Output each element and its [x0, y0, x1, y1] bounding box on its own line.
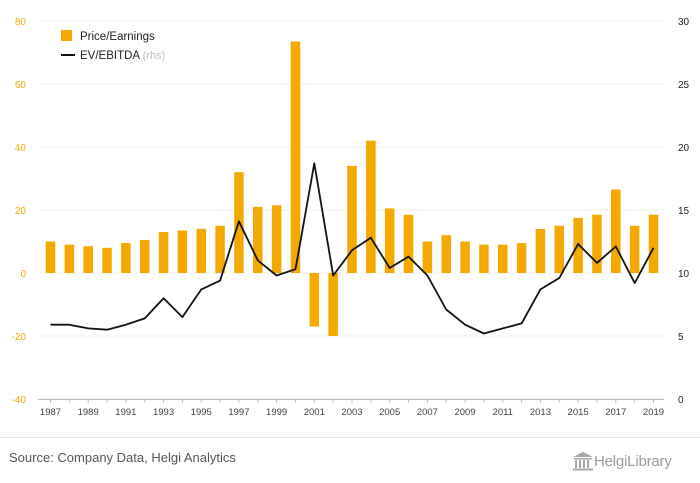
- pe-bar: [271, 205, 282, 273]
- legend: Price/Earnings EV/EBITDA (rhs): [61, 30, 165, 62]
- pe-bar: [139, 239, 150, 273]
- pe-bar: [121, 243, 131, 273]
- x-tick-label: 2009: [454, 407, 475, 418]
- helgi-library-logo: HelgiLibrary: [572, 450, 672, 472]
- pe-bar: [158, 232, 169, 273]
- right-tick-label: 25: [678, 80, 690, 91]
- x-tick-label: 1993: [153, 407, 174, 418]
- left-tick-label: 60: [15, 80, 27, 91]
- legend-pe-label: Price/Earnings: [80, 31, 155, 43]
- x-axis-ticks: 1987 1989 1991 1993 1995 1997 1999 2001 2003 2005…: [40, 399, 664, 418]
- pe-bar: [498, 244, 508, 273]
- legend-ev-note: (rhs): [143, 50, 166, 62]
- right-tick-label: 30: [678, 17, 690, 28]
- x-tick-label: 1995: [191, 407, 212, 418]
- x-tick-label: 2005: [379, 407, 400, 418]
- pe-bar: [629, 225, 640, 273]
- pe-bar: [648, 214, 659, 273]
- x-tick-label: 2019: [643, 407, 664, 418]
- pe-bar: [403, 214, 414, 273]
- chart: 1987 1989 1991 1993 1995 1997 1999 2001 2003 2005…: [12, 17, 690, 418]
- right-tick-label: 10: [678, 269, 690, 280]
- ev-ebitda-line: [50, 162, 655, 335]
- legend-ev-name: EV/EBITDA: [80, 50, 140, 62]
- left-tick-label: -20: [12, 332, 27, 343]
- left-tick-label: 80: [15, 17, 27, 28]
- left-tick-label: -40: [12, 395, 27, 406]
- pe-bar: [83, 246, 93, 273]
- x-tick-label: 1987: [40, 407, 61, 418]
- pe-bar: [309, 273, 320, 327]
- library-building-icon: [573, 452, 593, 471]
- pe-bar: [102, 247, 112, 273]
- source-note: Source: Company Data, Helgi Analytics: [9, 450, 236, 465]
- pe-bar: [479, 244, 489, 273]
- x-tick-label: 1991: [115, 407, 136, 418]
- x-tick-label: 1989: [78, 407, 99, 418]
- pe-bar: [64, 244, 75, 273]
- x-tick-label: 2007: [417, 407, 438, 418]
- pe-bar: [422, 241, 433, 273]
- legend-pe-swatch: [61, 30, 72, 41]
- x-tick-label: 2003: [341, 407, 362, 418]
- pe-bar: [328, 273, 338, 336]
- pe-bar: [441, 235, 451, 273]
- footer-divider: [0, 437, 700, 438]
- pe-bar: [215, 225, 225, 273]
- legend-ev-label: EV/EBITDA (rhs): [80, 50, 165, 62]
- left-tick-label: 0: [20, 269, 26, 280]
- pe-bar: [554, 225, 565, 273]
- x-tick-label: 2001: [304, 407, 325, 418]
- x-tick-label: 2011: [493, 407, 513, 418]
- pe-bar: [592, 214, 602, 273]
- x-tick-label: 2017: [605, 407, 626, 418]
- left-tick-label: 20: [15, 206, 27, 217]
- right-axis-ticks: 30 25 20 15 10 5 0: [678, 17, 690, 406]
- pe-bar: [611, 189, 621, 273]
- right-tick-label: 0: [678, 395, 684, 406]
- pe-bar: [516, 243, 527, 273]
- pe-bar: [347, 165, 357, 273]
- pe-bar: [253, 206, 263, 273]
- right-tick-label: 20: [678, 143, 690, 154]
- pe-bar: [196, 228, 206, 273]
- x-tick-label: 2015: [568, 407, 589, 418]
- pe-bar: [535, 228, 546, 273]
- pe-bars: [45, 41, 659, 336]
- x-tick-label: 1997: [228, 407, 249, 418]
- right-tick-label: 15: [678, 206, 690, 217]
- pe-bar: [384, 208, 395, 273]
- pe-bar: [177, 230, 188, 273]
- logo-text: HelgiLibrary: [594, 452, 672, 470]
- x-tick-label: 1999: [266, 407, 287, 418]
- x-tick-label: 2013: [530, 407, 551, 418]
- left-axis-ticks: 80 60 40 20 0 -20 -40: [12, 17, 27, 406]
- pe-bar: [290, 41, 301, 273]
- pe-bar: [45, 241, 56, 273]
- pe-bar: [460, 241, 470, 273]
- left-tick-label: 40: [15, 143, 27, 154]
- pe-bar: [366, 140, 376, 273]
- right-tick-label: 5: [678, 332, 684, 343]
